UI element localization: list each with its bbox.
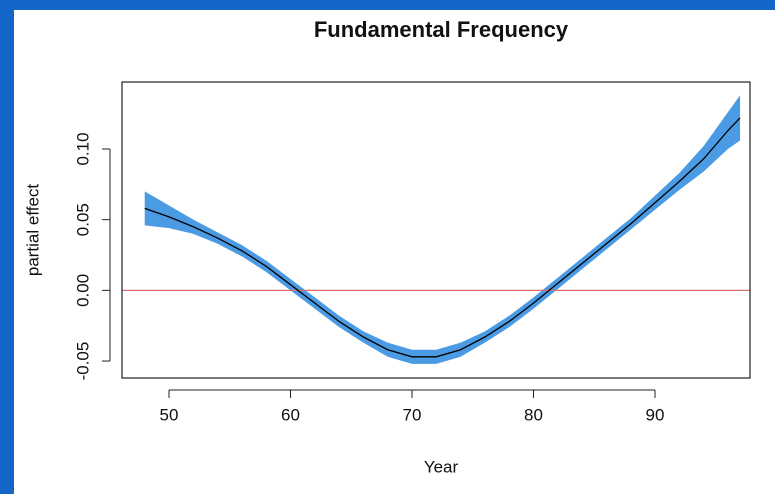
x-tick-label: 80 <box>524 405 543 424</box>
plot-frame <box>121 81 751 379</box>
y-tick-label: 0.05 <box>73 203 92 236</box>
x-tick-label: 70 <box>403 405 422 424</box>
x-tick-label: 60 <box>281 405 300 424</box>
y-axis-label: partial effect <box>23 184 42 277</box>
fit-line <box>144 117 741 358</box>
y-tick-label: 0.10 <box>73 132 92 165</box>
plot-background <box>14 10 775 494</box>
x-axis-label: Year <box>424 457 459 476</box>
confidence-band <box>144 95 741 364</box>
x-tick-label: 50 <box>160 405 179 424</box>
x-tick-label: 90 <box>646 405 665 424</box>
chart-title: Fundamental Frequency <box>314 17 569 42</box>
y-tick-label: -0.05 <box>73 342 92 381</box>
y-tick-label: 0.00 <box>73 274 92 307</box>
